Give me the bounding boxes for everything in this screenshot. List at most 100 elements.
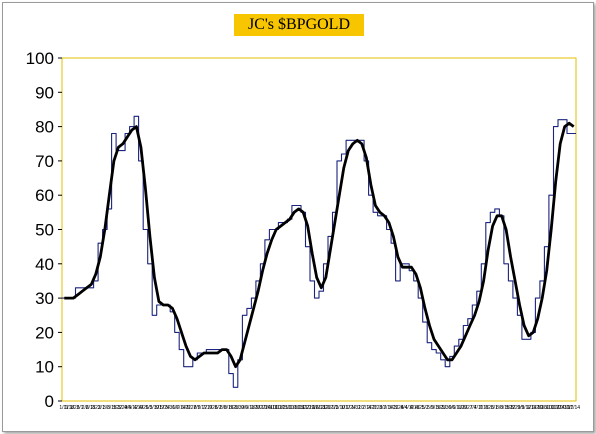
- x-tick-label: 1/24: [346, 405, 356, 411]
- x-tick-label: 12/20: [318, 405, 331, 411]
- x-tick-label: 11/15: [292, 405, 304, 411]
- x-tick-label: 4/5: [124, 405, 131, 411]
- x-tick-label: 3/8: [103, 405, 110, 411]
- x-tick-label: 4/18: [410, 405, 420, 411]
- x-tick-label: 12/6: [309, 405, 319, 411]
- x-tick-label: 10/25: [276, 405, 289, 411]
- x-tick-label: 2/21: [367, 405, 377, 411]
- y-tick-label: 90: [35, 83, 54, 102]
- x-tick-label: 10/11: [265, 405, 277, 411]
- x-tick-label: 9/19: [527, 405, 537, 411]
- x-tick-label: 7/26: [208, 405, 218, 411]
- x-tick-label: 1/18: [64, 405, 74, 411]
- x-tick-label: 6/14: [176, 405, 186, 411]
- x-tick-label: 9/12: [521, 405, 531, 411]
- y-tick-label: 30: [35, 289, 54, 308]
- y-tick-label: 60: [35, 186, 54, 205]
- x-tick-label: 6/27: [463, 405, 473, 411]
- x-tick-label: 1/17: [341, 405, 351, 411]
- x-tick-label: 7/18: [479, 405, 489, 411]
- x-tick-label: 1/25: [70, 405, 80, 411]
- x-tick-label: 4/11: [405, 405, 415, 411]
- x-tick-label: 8/9: [220, 405, 227, 411]
- x-tick-label: 8/15: [500, 405, 510, 411]
- x-tick-label: 2/14: [362, 405, 372, 411]
- y-tick-label: 40: [35, 255, 54, 274]
- x-tick-label: 8/29: [511, 405, 521, 411]
- x-tick-label: 11/1: [282, 405, 292, 411]
- x-tick-label: 3/29: [118, 405, 128, 411]
- x-tick-label: 10/18: [270, 405, 283, 411]
- x-tick-label: 9/6: [241, 405, 248, 411]
- x-tick-label: 8/16: [224, 405, 234, 411]
- x-tick-label: 6/6: [448, 405, 455, 411]
- x-tick-label: 2/22: [91, 405, 101, 411]
- x-tick-label: 2/8: [82, 405, 89, 411]
- y-tick-label: 50: [35, 221, 54, 240]
- x-tick-label: 8/30: [234, 405, 244, 411]
- x-tick-label: 5/30: [442, 405, 452, 411]
- x-tick-label: 3/14: [383, 405, 393, 411]
- x-tick-label: 1/10: [335, 405, 345, 411]
- x-tick-label: 7/11: [474, 405, 484, 411]
- x-tick-label: 5/24: [160, 405, 170, 411]
- x-tick-label: 12/13: [313, 405, 326, 411]
- x-tick-label: 8/23: [229, 405, 239, 411]
- x-tick-label: 7/25: [484, 405, 494, 411]
- y-tick-label: 20: [35, 323, 54, 342]
- x-tick-label: 9/20: [250, 405, 260, 411]
- x-tick-label: 6/13: [452, 405, 462, 411]
- x-tick-label: 6/21: [181, 405, 191, 411]
- x-tick-label: 5/2: [422, 405, 429, 411]
- x-tick-label: 3/1: [98, 405, 105, 411]
- x-tick-label: 3/22: [112, 405, 122, 411]
- x-tick-label: 4/25: [415, 405, 425, 411]
- x-tick-label: 4/4: [401, 405, 408, 411]
- x-tick-label: 5/23: [436, 405, 446, 411]
- x-tick-label: 1/3: [331, 405, 338, 411]
- x-tick-label: 10/3: [537, 405, 547, 411]
- x-tick-label: 7/5: [193, 405, 200, 411]
- x-tick-label: 2/7: [358, 405, 365, 411]
- x-tick-label: 11/7: [564, 405, 574, 411]
- x-tick-label: 10/24: [552, 405, 565, 411]
- x-tick-label: 4/26: [139, 405, 149, 411]
- x-tick-label: 11/29: [302, 405, 314, 411]
- x-tick-label: 8/2: [215, 405, 222, 411]
- x-tick-label: 6/20: [458, 405, 468, 411]
- x-tick-label: 10/10: [541, 405, 554, 411]
- x-tick-label: 5/17: [155, 405, 165, 411]
- x-tick-label: 5/31: [165, 405, 175, 411]
- x-tick-label: 1/31: [351, 405, 361, 411]
- x-tick-label: 9/13: [245, 405, 255, 411]
- x-tick-label: 3/7: [379, 405, 386, 411]
- x-tick-label: 3/21: [389, 405, 399, 411]
- plot-area: [61, 57, 577, 402]
- smoothed-series-line: [64, 121, 575, 369]
- x-tick-label: 9/27: [256, 405, 266, 411]
- x-tick-label: 11/14: [568, 405, 580, 411]
- x-tick-label: 5/3: [146, 405, 153, 411]
- x-tick-label: 3/28: [394, 405, 404, 411]
- y-tick-label: 100: [26, 49, 54, 68]
- y-tick-label: 10: [35, 358, 54, 377]
- x-tick-label: 7/19: [203, 405, 213, 411]
- x-tick-label: 9/5: [517, 405, 524, 411]
- x-tick-label: 7/4: [470, 405, 477, 411]
- x-tick-label: 11/8: [288, 405, 298, 411]
- x-tick-label: 6/7: [172, 405, 179, 411]
- raw-series-line: [62, 115, 576, 388]
- x-tick-label: 5/9: [427, 405, 434, 411]
- x-tick-label: 2/28: [373, 405, 383, 411]
- x-tick-label: 2/1: [76, 405, 83, 411]
- y-tick-label: 0: [45, 392, 54, 411]
- x-tick-label: 10/31: [557, 405, 570, 411]
- x-tick-label: 7/12: [197, 405, 207, 411]
- x-tick-label: 10/17: [546, 405, 559, 411]
- x-tick-label: 9/26: [532, 405, 542, 411]
- x-tick-label: 4/12: [128, 405, 138, 411]
- x-tick-label: 4/19: [134, 405, 144, 411]
- x-tick-label: 2/15: [86, 405, 96, 411]
- x-tick-label: 10/4: [261, 405, 271, 411]
